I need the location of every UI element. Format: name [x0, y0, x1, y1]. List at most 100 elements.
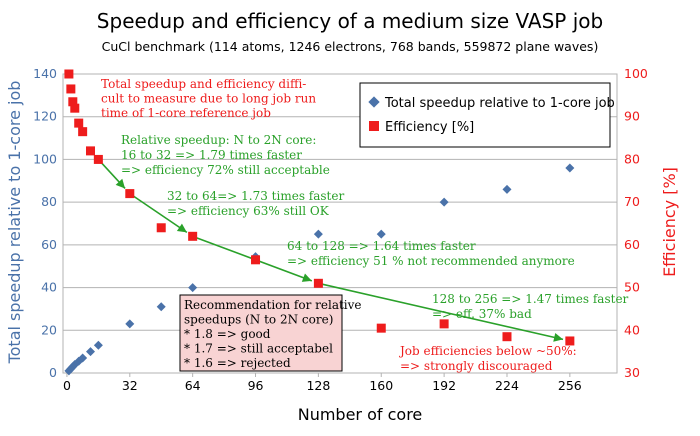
- efficiency-point: [93, 154, 103, 164]
- x-tick-label: 192: [432, 378, 456, 393]
- recommendation-text-line: Recommendation for relative: [184, 298, 362, 312]
- speedup-point: [78, 353, 88, 363]
- speedup-point: [86, 347, 96, 357]
- right-tick-label: 100: [624, 66, 648, 81]
- speedup-series: [64, 163, 575, 376]
- right-tick-label: 90: [624, 109, 640, 124]
- recommendation-box: [179, 294, 343, 372]
- efficiency-point: [565, 336, 575, 346]
- efficiency-point: [74, 118, 84, 128]
- speedup-point: [376, 229, 386, 239]
- right-axis-ticks: 30 40 50 60 70 80 90 100: [624, 66, 648, 380]
- chart-subtitle: CuCl benchmark (114 atoms, 1246 electron…: [102, 39, 599, 54]
- x-tick-label: 32: [122, 378, 138, 393]
- left-tick-label: 20: [41, 322, 57, 337]
- efficiency-point: [66, 84, 76, 94]
- legend-marker-efficiency: [369, 121, 379, 131]
- efficiency-point: [502, 332, 512, 342]
- recommendation-text-line: * 1.6 => rejected: [184, 356, 291, 370]
- note-32-to-64: 32 to 64=> 1.73 times faster => efficienc…: [167, 189, 344, 218]
- trend-arrow-head: [553, 333, 564, 342]
- trend-arrow-line: [318, 282, 564, 341]
- note-low-efficiency-line: Job efficiencies below ~50%:: [398, 344, 577, 358]
- efficiency-point: [251, 255, 261, 265]
- annotations: Total speedup and efficiency diffi-cult …: [101, 77, 629, 373]
- efficiency-point: [68, 97, 78, 107]
- note-128-to-256-line: 128 to 256 => 1.47 times faster: [432, 292, 629, 306]
- efficiency-point: [188, 231, 198, 241]
- note-64-to-128: 64 to 128 => 1.64 times faster => efficie…: [287, 239, 575, 268]
- note-reference-difficulty-line: cult to measure due to long job run: [101, 92, 316, 106]
- x-tick-label: 224: [495, 378, 519, 393]
- left-tick-label: 80: [41, 194, 57, 209]
- efficiency-point: [125, 189, 135, 199]
- recommendation-text: Recommendation for relative speedups (N t…: [184, 298, 362, 370]
- efficiency-point: [70, 103, 80, 113]
- speedup-point: [156, 302, 166, 312]
- x-axis-title: Number of core: [298, 405, 423, 424]
- left-tick-label: 60: [41, 237, 57, 252]
- right-tick-label: 60: [624, 237, 640, 252]
- left-tick-label: 0: [49, 365, 57, 380]
- note-32-to-64-line: 32 to 64=> 1.73 times faster: [167, 189, 344, 203]
- efficiency-series: [64, 69, 575, 346]
- chart-title: Speedup and efficiency of a medium size …: [97, 9, 603, 33]
- right-tick-label: 80: [624, 151, 640, 166]
- trend-arrow-head: [176, 223, 187, 233]
- note-64-to-128-line: => efficiency 51 % not recommended anymo…: [287, 254, 575, 268]
- plot-frame: [62, 73, 618, 374]
- right-axis-title: Efficiency [%]: [660, 167, 679, 277]
- note-reference-difficulty-line: time of 1-core reference job: [101, 106, 271, 120]
- right-tick-label: 70: [624, 194, 640, 209]
- left-tick-label: 140: [33, 66, 57, 81]
- efficiency-point: [313, 278, 323, 288]
- note-32-to-64-line: => efficiency 63% still OK: [167, 204, 330, 218]
- note-reference-difficulty-line: Total speedup and efficiency diffi-: [101, 77, 306, 91]
- speedup-point: [125, 319, 135, 329]
- speedup-point: [93, 340, 103, 350]
- legend-label-efficiency: Efficiency [%]: [385, 120, 474, 135]
- recommendation-text-line: speedups (N to 2N core): [184, 313, 333, 327]
- left-tick-label: 120: [33, 109, 57, 124]
- efficiency-point: [86, 146, 96, 156]
- speedup-point: [313, 229, 323, 239]
- speedup-point: [565, 163, 575, 173]
- x-tick-label: 128: [306, 378, 330, 393]
- speedup-point: [439, 197, 449, 207]
- x-tick-label: 160: [369, 378, 393, 393]
- note-reference-difficulty: Total speedup and efficiency diffi-cult …: [101, 77, 316, 120]
- x-axis-ticks: 0 32 64 96 128 160 192 224 256: [63, 373, 582, 393]
- trend-arrow-line: [129, 192, 188, 234]
- note-low-efficiency-line: => strongly discouraged: [400, 359, 553, 373]
- right-tick-label: 30: [624, 365, 640, 380]
- note-16-to-32-line: Relative speedup: N to 2N core:: [121, 133, 316, 147]
- left-tick-label: 100: [33, 151, 57, 166]
- legend-frame: [359, 82, 611, 148]
- trend-arrow-head: [301, 273, 312, 282]
- recommendation-text-line: * 1.7 => still acceptabel: [184, 342, 333, 356]
- legend-label-speedup: Total speedup relative to 1-core job: [384, 96, 615, 111]
- efficiency-point: [64, 69, 74, 79]
- right-tick-label: 40: [624, 322, 640, 337]
- right-tick-label: 50: [624, 280, 640, 295]
- efficiency-point: [156, 223, 166, 233]
- left-tick-label: 40: [41, 280, 57, 295]
- note-64-to-128-line: 64 to 128 => 1.64 times faster: [287, 239, 476, 253]
- left-axis-ticks: 0 20 40 60 80 100 120 140: [33, 66, 57, 380]
- legend: Total speedup relative to 1-core job Eff…: [359, 82, 615, 148]
- x-tick-label: 96: [248, 378, 264, 393]
- speedup-point: [188, 283, 198, 293]
- efficiency-point: [376, 323, 386, 333]
- note-16-to-32-line: => efficiency 72% still acceptable: [121, 163, 330, 177]
- x-tick-label: 64: [185, 378, 201, 393]
- x-tick-label: 256: [558, 378, 582, 393]
- efficiency-point: [439, 319, 449, 329]
- note-low-efficiency: Job efficiencies below ~50%: => strongly …: [398, 344, 577, 373]
- note-16-to-32-line: 16 to 32 => 1.79 times faster: [121, 148, 302, 162]
- recommendation-text-line: * 1.8 => good: [184, 327, 271, 341]
- note-128-to-256-line: => eff. 37% bad: [432, 307, 532, 321]
- speedup-point: [502, 184, 512, 194]
- left-axis-title: Total speedup relative to 1-core job: [5, 81, 24, 365]
- trend-arrow-head: [115, 178, 126, 189]
